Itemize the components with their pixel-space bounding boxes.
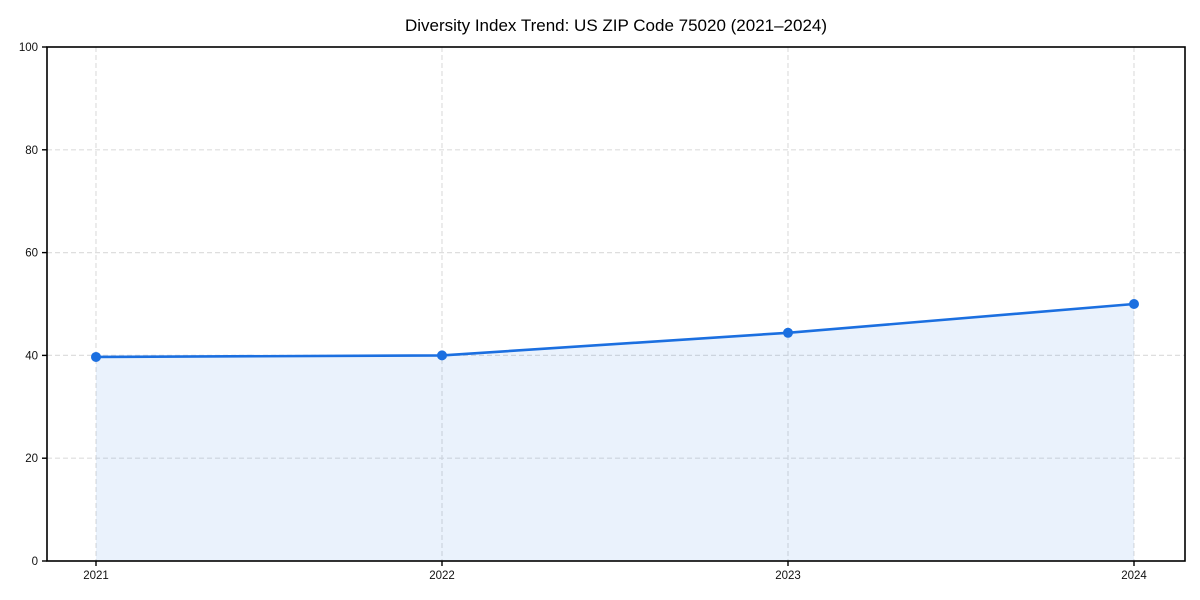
chart-title: Diversity Index Trend: US ZIP Code 75020… — [405, 16, 827, 35]
x-tick-label: 2021 — [83, 570, 109, 582]
y-tick-label: 80 — [25, 145, 38, 157]
y-tick-label: 60 — [25, 248, 38, 260]
x-tick-label: 2022 — [429, 570, 455, 582]
data-point — [91, 351, 101, 362]
trend-line — [94, 302, 1136, 359]
y-tick-label: 0 — [32, 556, 38, 568]
x-tick-label: 2024 — [1121, 570, 1147, 582]
y-tick-label: 20 — [25, 453, 38, 465]
data-point — [437, 350, 447, 361]
y-tick-label: 40 — [25, 350, 38, 362]
plot-area — [47, 47, 1185, 561]
data-point — [783, 327, 793, 338]
data-point — [1129, 299, 1139, 309]
area-fill — [96, 304, 1134, 561]
plot-border — [46, 46, 1186, 562]
y-tick-label: 100 — [19, 42, 38, 54]
x-tick-label: 2023 — [775, 570, 801, 582]
